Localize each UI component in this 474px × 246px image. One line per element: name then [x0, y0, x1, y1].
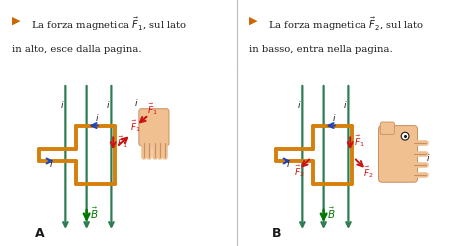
Text: $\vec{F}_2$: $\vec{F}_2$ [363, 165, 373, 180]
Text: i: i [298, 101, 300, 110]
Text: $\vec{B}$: $\vec{B}$ [90, 206, 99, 221]
Text: i: i [107, 101, 109, 110]
FancyBboxPatch shape [380, 122, 394, 134]
Text: i: i [96, 114, 99, 123]
Text: i: i [61, 101, 63, 110]
Text: $\vec{F}_1$: $\vec{F}_1$ [147, 101, 157, 117]
Circle shape [401, 132, 409, 140]
FancyBboxPatch shape [139, 109, 169, 146]
Text: La forza magnetica $\vec{F}_2$, sul lato: La forza magnetica $\vec{F}_2$, sul lato [268, 15, 424, 32]
Text: $\vec{F}_2$: $\vec{F}_2$ [293, 163, 304, 179]
Text: i: i [135, 99, 137, 108]
Text: i: i [50, 160, 53, 169]
Text: B: B [272, 227, 282, 240]
Text: A: A [35, 227, 45, 240]
Text: i: i [344, 101, 346, 110]
Text: in alto, esce dalla pagina.: in alto, esce dalla pagina. [12, 45, 141, 54]
Text: $\vec{F}_1$: $\vec{F}_1$ [130, 119, 141, 134]
Text: i: i [333, 114, 336, 123]
Text: ▶: ▶ [12, 15, 20, 25]
Text: $\vec{F}_1$: $\vec{F}_1$ [117, 135, 128, 150]
Text: ▶: ▶ [249, 15, 257, 25]
Text: $\vec{B}$: $\vec{B}$ [327, 206, 336, 221]
Text: $\vec{F}_1$: $\vec{F}_1$ [354, 133, 365, 149]
Text: La forza magnetica $\vec{F}_1$, sul lato: La forza magnetica $\vec{F}_1$, sul lato [31, 15, 187, 32]
Text: in basso, entra nella pagina.: in basso, entra nella pagina. [249, 45, 392, 54]
FancyBboxPatch shape [379, 125, 418, 182]
Text: i: i [426, 154, 429, 163]
Text: i: i [287, 160, 290, 169]
